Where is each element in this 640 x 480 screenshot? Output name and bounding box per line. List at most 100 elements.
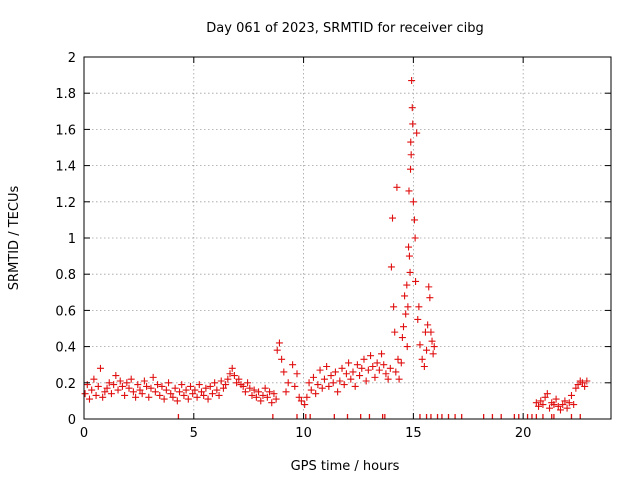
axis-layer: 0 5 10 15 20 0 0.2 0.4 0.6 0.8 1 1.2 1.4 1.6 1.8 2 xyxy=(55,51,611,441)
y-tick-label: 0.4 xyxy=(55,341,76,356)
data-point xyxy=(244,379,252,387)
data-point xyxy=(123,379,131,387)
data-point xyxy=(103,384,111,392)
data-point xyxy=(293,370,301,378)
data-point xyxy=(230,372,238,380)
data-point xyxy=(167,390,175,398)
data-point xyxy=(416,341,424,349)
data-point xyxy=(338,364,346,372)
data-point xyxy=(309,373,317,381)
data-point xyxy=(186,382,194,390)
data-point xyxy=(410,216,418,224)
data-point xyxy=(408,104,416,112)
data-point xyxy=(583,377,591,385)
data-point xyxy=(399,323,407,331)
data-point xyxy=(390,303,398,311)
data-point xyxy=(327,372,335,380)
data-point xyxy=(414,315,422,323)
data-point xyxy=(116,377,124,385)
data-point xyxy=(420,363,428,371)
x-tick-label: 15 xyxy=(405,426,422,441)
data-point xyxy=(263,393,271,401)
data-point xyxy=(323,363,331,371)
data-point xyxy=(182,386,190,394)
data-point xyxy=(349,368,357,376)
data-point xyxy=(404,303,412,311)
plot-frame xyxy=(83,56,612,420)
y-tick-label: 0.6 xyxy=(55,304,76,319)
data-point xyxy=(389,214,397,222)
x-tick-label: 20 xyxy=(515,426,532,441)
data-point xyxy=(138,390,146,398)
data-point xyxy=(105,379,113,387)
data-point xyxy=(125,384,133,392)
data-point xyxy=(411,234,419,242)
data-point xyxy=(114,386,122,394)
data-point xyxy=(173,397,181,405)
data-point xyxy=(255,388,263,396)
data-point xyxy=(297,397,305,405)
data-point xyxy=(178,381,186,389)
data-point xyxy=(272,395,280,403)
data-point xyxy=(556,406,564,414)
data-point xyxy=(397,359,405,367)
y-tick-label: 2 xyxy=(68,51,76,66)
data-point xyxy=(88,386,96,394)
data-point xyxy=(291,382,299,390)
data-point xyxy=(208,390,216,398)
data-point xyxy=(386,364,394,372)
data-point xyxy=(537,397,545,405)
data-point xyxy=(145,393,153,401)
data-point xyxy=(134,381,142,389)
y-tick-label: 1 xyxy=(68,232,76,247)
data-point xyxy=(127,375,135,383)
data-point xyxy=(176,388,184,396)
data-point xyxy=(295,393,303,401)
data-point xyxy=(543,390,551,398)
x-tick-label: 0 xyxy=(80,426,88,441)
data-point xyxy=(110,381,118,389)
data-point xyxy=(233,379,241,387)
data-point xyxy=(165,379,173,387)
data-point xyxy=(202,384,210,392)
data-point xyxy=(561,397,569,405)
data-point xyxy=(392,368,400,376)
data-point xyxy=(430,343,438,351)
data-point xyxy=(206,382,214,390)
zero-markers-layer xyxy=(177,414,581,419)
data-point xyxy=(316,366,324,374)
data-point xyxy=(314,381,322,389)
data-point xyxy=(428,337,436,345)
data-point xyxy=(342,370,350,378)
data-point xyxy=(541,393,549,401)
data-point xyxy=(184,395,192,403)
data-point xyxy=(257,397,265,405)
data-point xyxy=(289,361,297,369)
data-point xyxy=(213,386,221,394)
data-point xyxy=(402,310,410,318)
data-point xyxy=(158,382,166,390)
data-point xyxy=(373,359,381,367)
data-point xyxy=(406,268,414,276)
data-point xyxy=(180,391,188,399)
marks-layer xyxy=(81,77,591,414)
data-point xyxy=(378,350,386,358)
data-point xyxy=(331,368,339,376)
data-point xyxy=(375,366,383,374)
data-point xyxy=(259,391,267,399)
data-point xyxy=(407,165,415,173)
data-point xyxy=(325,382,333,390)
data-point xyxy=(426,294,434,302)
data-point xyxy=(307,386,315,394)
data-point xyxy=(550,401,558,409)
data-point xyxy=(409,198,417,206)
data-point xyxy=(261,384,269,392)
data-point xyxy=(394,355,402,363)
data-point xyxy=(250,386,258,394)
data-point xyxy=(407,151,415,159)
data-point xyxy=(401,292,409,300)
data-point xyxy=(305,379,313,387)
data-point xyxy=(149,373,157,381)
data-point xyxy=(405,187,413,195)
chart-title: Day 061 of 2023, SRMTID for receiver cib… xyxy=(206,21,483,36)
